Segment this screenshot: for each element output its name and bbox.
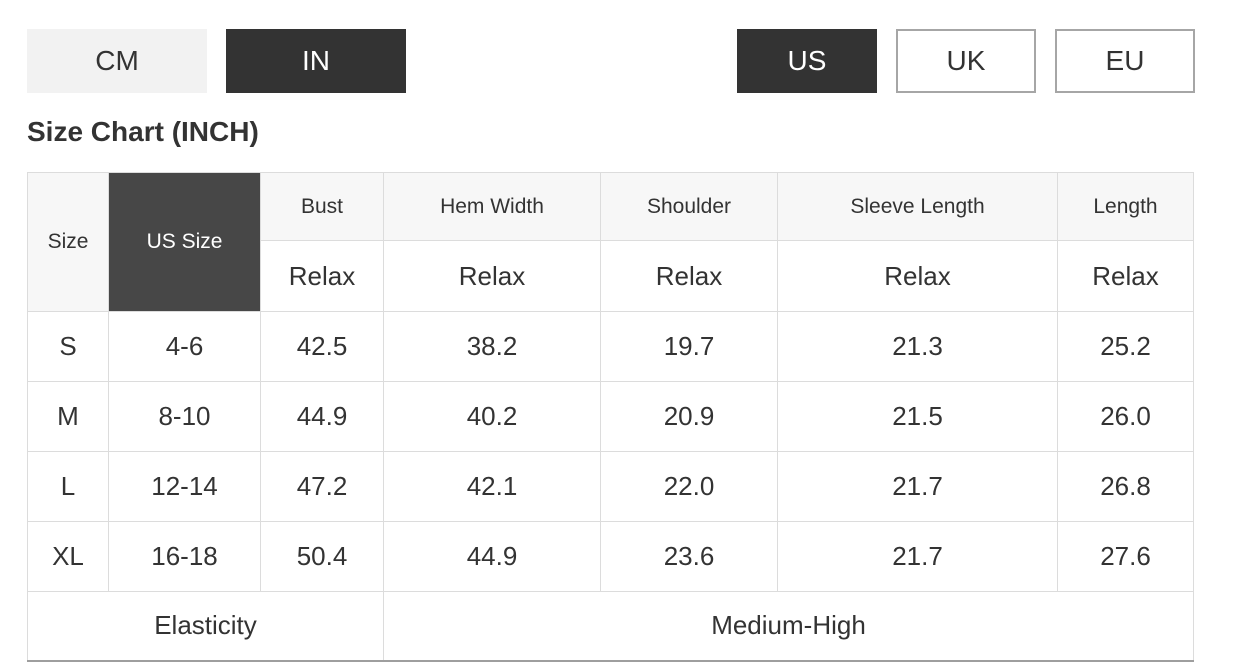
toggle-bar: CM IN US UK EU xyxy=(27,29,1195,93)
column-header-sleeve-length: Sleeve Length xyxy=(777,172,1058,241)
us-size-cell: 16-18 xyxy=(108,521,261,592)
size-column-header: Size xyxy=(27,172,109,312)
unit-toggle-in[interactable]: IN xyxy=(226,29,406,93)
size-chart-table: Size US Size Bust Hem Width Shoulder Sle… xyxy=(27,172,1194,662)
measure-cell: 26.0 xyxy=(1057,381,1194,452)
size-label-cell: L xyxy=(27,451,109,522)
elasticity-label-cell: Elasticity xyxy=(27,591,384,661)
fit-cell: Relax xyxy=(383,240,601,312)
measure-cell: 21.7 xyxy=(777,521,1058,592)
measure-cell: 20.9 xyxy=(600,381,778,452)
fit-cell: Relax xyxy=(1057,240,1194,312)
measure-cell: 22.0 xyxy=(600,451,778,522)
measure-cell: 38.2 xyxy=(383,311,601,382)
column-header-shoulder: Shoulder xyxy=(600,172,778,241)
measure-cell: 19.7 xyxy=(600,311,778,382)
table-row-s: S 4-6 42.5 38.2 19.7 21.3 25.2 xyxy=(27,311,1194,382)
measure-cell: 21.7 xyxy=(777,451,1058,522)
us-size-cell: 4-6 xyxy=(108,311,261,382)
measure-cell: 27.6 xyxy=(1057,521,1194,592)
column-header-length: Length xyxy=(1057,172,1194,241)
us-size-cell: 12-14 xyxy=(108,451,261,522)
size-label-cell: M xyxy=(27,381,109,452)
measure-cell: 50.4 xyxy=(260,521,384,592)
table-row-elasticity: Elasticity Medium-High xyxy=(27,591,1194,661)
measure-cell: 21.5 xyxy=(777,381,1058,452)
region-toggle-eu[interactable]: EU xyxy=(1055,29,1195,93)
measure-cell: 25.2 xyxy=(1057,311,1194,382)
table-row-l: L 12-14 47.2 42.1 22.0 21.7 26.8 xyxy=(27,451,1194,522)
measure-cell: 21.3 xyxy=(777,311,1058,382)
size-label-cell: XL xyxy=(27,521,109,592)
measure-cell: 26.8 xyxy=(1057,451,1194,522)
unit-toggle-cm[interactable]: CM xyxy=(27,29,207,93)
measure-cell: 47.2 xyxy=(260,451,384,522)
fit-cell: Relax xyxy=(600,240,778,312)
table-row-xl: XL 16-18 50.4 44.9 23.6 21.7 27.6 xyxy=(27,521,1194,592)
measure-cell: 40.2 xyxy=(383,381,601,452)
header-row-fit: Relax Relax Relax Relax Relax xyxy=(28,240,1194,312)
fit-cell: Relax xyxy=(777,240,1058,312)
measure-cell: 23.6 xyxy=(600,521,778,592)
measure-cell: 42.5 xyxy=(260,311,384,382)
measure-cell: 44.9 xyxy=(383,521,601,592)
size-chart-panel: CM IN US UK EU Size Chart (INCH) Size US… xyxy=(27,29,1195,662)
us-size-column-header: US Size xyxy=(108,172,261,312)
elasticity-value-cell: Medium-High xyxy=(383,591,1194,661)
fit-cell: Relax xyxy=(260,240,384,312)
column-header-bust: Bust xyxy=(260,172,384,241)
header-row-measures: Size US Size Bust Hem Width Shoulder Sle… xyxy=(27,172,1194,312)
region-toggle-uk[interactable]: UK xyxy=(896,29,1036,93)
region-toggle-group: US UK EU xyxy=(737,29,1195,93)
table-row-m: M 8-10 44.9 40.2 20.9 21.5 26.0 xyxy=(27,381,1194,452)
measure-cell: 44.9 xyxy=(260,381,384,452)
us-size-cell: 8-10 xyxy=(108,381,261,452)
unit-toggle-group: CM IN xyxy=(27,29,406,93)
region-toggle-us[interactable]: US xyxy=(737,29,877,93)
column-header-hem-width: Hem Width xyxy=(383,172,601,241)
size-label-cell: S xyxy=(27,311,109,382)
measure-cell: 42.1 xyxy=(383,451,601,522)
page-title: Size Chart (INCH) xyxy=(27,116,259,147)
